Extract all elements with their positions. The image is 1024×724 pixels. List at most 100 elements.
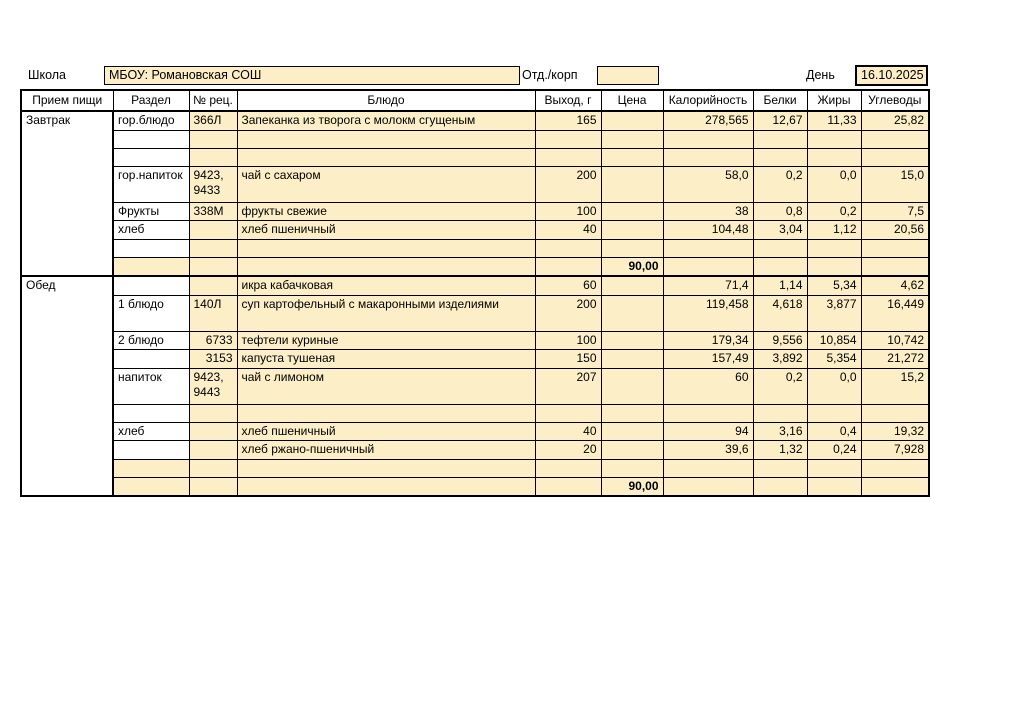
- cell-carbs[interactable]: [860, 458, 930, 478]
- cell-kcal[interactable]: [662, 147, 754, 167]
- cell-dish[interactable]: икра кабачковая: [236, 275, 536, 296]
- cell-kcal[interactable]: 58,0: [662, 165, 754, 203]
- cell-protein[interactable]: 12,67: [752, 110, 808, 131]
- cell-protein[interactable]: [752, 458, 808, 478]
- cell-dish[interactable]: хлеб пшеничный: [236, 421, 536, 441]
- day-input[interactable]: 16.10.2025: [855, 65, 928, 86]
- cell-dish[interactable]: фрукты свежие: [236, 201, 536, 221]
- cell-fat[interactable]: 11,33: [806, 110, 862, 131]
- cell-fat[interactable]: 5,34: [806, 275, 862, 296]
- cell-price[interactable]: [600, 110, 664, 131]
- cell-kcal[interactable]: 157,49: [662, 349, 754, 369]
- cell-price[interactable]: [600, 403, 664, 423]
- cell-output[interactable]: [534, 238, 602, 258]
- cell-recipe-no[interactable]: [188, 421, 238, 441]
- cell-output[interactable]: 100: [534, 330, 602, 350]
- cell-fat[interactable]: [806, 129, 862, 149]
- cell-carbs[interactable]: [860, 256, 930, 277]
- cell-output[interactable]: [534, 129, 602, 149]
- cell-carbs[interactable]: 19,32: [860, 421, 930, 441]
- cell-protein[interactable]: 1,14: [752, 275, 808, 296]
- cell-protein[interactable]: 0,2: [752, 165, 808, 203]
- cell-carbs[interactable]: [860, 238, 930, 258]
- cell-kcal[interactable]: [662, 256, 754, 277]
- cell-carbs[interactable]: 7,5: [860, 201, 930, 221]
- cell-dish[interactable]: хлеб ржано-пшеничный: [236, 440, 536, 460]
- cell-recipe-no[interactable]: 366Л: [188, 110, 238, 131]
- cell-output[interactable]: [534, 476, 602, 497]
- cell-recipe-no[interactable]: [188, 220, 238, 240]
- dept-input[interactable]: [597, 66, 659, 85]
- cell-kcal[interactable]: 60: [662, 367, 754, 405]
- cell-output[interactable]: 200: [534, 294, 602, 332]
- cell-protein[interactable]: [752, 256, 808, 277]
- cell-recipe-no[interactable]: [188, 256, 238, 277]
- cell-carbs[interactable]: [860, 147, 930, 167]
- cell-fat[interactable]: 0,0: [806, 367, 862, 405]
- cell-kcal[interactable]: 71,4: [662, 275, 754, 296]
- cell-fat[interactable]: 5,354: [806, 349, 862, 369]
- cell-dish[interactable]: [236, 147, 536, 167]
- cell-dish[interactable]: [236, 476, 536, 497]
- cell-fat[interactable]: 0,0: [806, 165, 862, 203]
- cell-carbs[interactable]: 4,62: [860, 275, 930, 296]
- cell-carbs[interactable]: [860, 403, 930, 423]
- cell-carbs[interactable]: 25,82: [860, 110, 930, 131]
- cell-price[interactable]: [600, 367, 664, 405]
- cell-protein[interactable]: 0,2: [752, 367, 808, 405]
- cell-dish[interactable]: чай с лимоном: [236, 367, 536, 405]
- cell-price[interactable]: [600, 458, 664, 478]
- cell-price[interactable]: [600, 165, 664, 203]
- cell-protein[interactable]: 4,618: [752, 294, 808, 332]
- cell-dish[interactable]: чай с сахаром: [236, 165, 536, 203]
- cell-protein[interactable]: 0,8: [752, 201, 808, 221]
- cell-kcal[interactable]: 179,34: [662, 330, 754, 350]
- cell-razdel[interactable]: [112, 476, 190, 497]
- cell-price[interactable]: [600, 147, 664, 167]
- cell-dish[interactable]: капуста тушеная: [236, 349, 536, 369]
- cell-recipe-no[interactable]: [188, 129, 238, 149]
- cell-protein[interactable]: 3,04: [752, 220, 808, 240]
- cell-fat[interactable]: [806, 403, 862, 423]
- cell-output[interactable]: 200: [534, 165, 602, 203]
- cell-dish[interactable]: [236, 458, 536, 478]
- cell-fat[interactable]: [806, 147, 862, 167]
- cell-recipe-no[interactable]: [188, 458, 238, 478]
- cell-kcal[interactable]: 104,48: [662, 220, 754, 240]
- cell-fat[interactable]: [806, 238, 862, 258]
- cell-fat[interactable]: [806, 458, 862, 478]
- cell-price[interactable]: 90,00: [600, 256, 664, 277]
- cell-recipe-no[interactable]: [188, 440, 238, 460]
- cell-dish[interactable]: суп картофельный с макаронными изделиями: [236, 294, 536, 332]
- cell-output[interactable]: 40: [534, 421, 602, 441]
- cell-price[interactable]: [600, 201, 664, 221]
- cell-price[interactable]: [600, 220, 664, 240]
- cell-carbs[interactable]: 16,449: [860, 294, 930, 332]
- cell-fat[interactable]: 1,12: [806, 220, 862, 240]
- cell-price[interactable]: [600, 349, 664, 369]
- cell-razdel[interactable]: [112, 458, 190, 478]
- cell-output[interactable]: 20: [534, 440, 602, 460]
- cell-output[interactable]: 207: [534, 367, 602, 405]
- cell-protein[interactable]: 9,556: [752, 330, 808, 350]
- cell-kcal[interactable]: [662, 476, 754, 497]
- cell-output[interactable]: 100: [534, 201, 602, 221]
- cell-carbs[interactable]: [860, 476, 930, 497]
- cell-price[interactable]: [600, 440, 664, 460]
- cell-protein[interactable]: [752, 129, 808, 149]
- cell-fat[interactable]: [806, 476, 862, 497]
- cell-output[interactable]: 40: [534, 220, 602, 240]
- cell-protein[interactable]: 1,32: [752, 440, 808, 460]
- cell-price[interactable]: [600, 421, 664, 441]
- cell-kcal[interactable]: 119,458: [662, 294, 754, 332]
- cell-output[interactable]: [534, 458, 602, 478]
- cell-carbs[interactable]: [860, 129, 930, 149]
- cell-protein[interactable]: [752, 476, 808, 497]
- cell-kcal[interactable]: [662, 129, 754, 149]
- cell-fat[interactable]: 0,24: [806, 440, 862, 460]
- cell-dish[interactable]: [236, 238, 536, 258]
- cell-fat[interactable]: [806, 256, 862, 277]
- cell-kcal[interactable]: [662, 238, 754, 258]
- cell-price[interactable]: [600, 129, 664, 149]
- cell-protein[interactable]: [752, 403, 808, 423]
